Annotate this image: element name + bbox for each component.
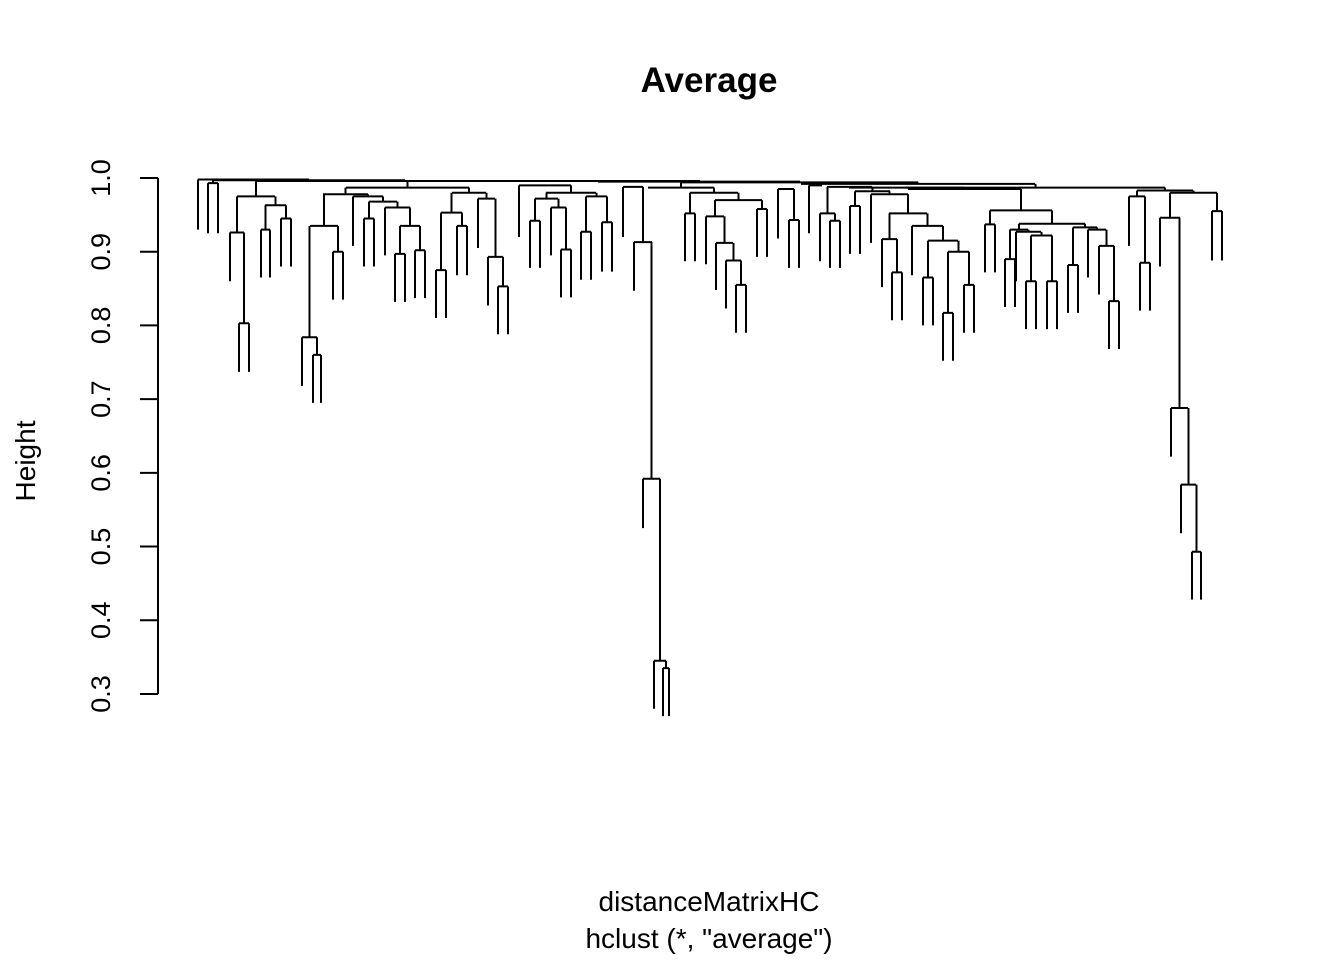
merge-branch xyxy=(1004,258,1016,307)
merge-branch xyxy=(756,207,768,257)
merge-branch xyxy=(849,205,861,254)
merge-branch xyxy=(984,223,996,273)
merge-branch xyxy=(1098,244,1114,295)
merge-branch xyxy=(352,195,383,246)
merge-branch xyxy=(808,184,822,234)
merge-branch xyxy=(1046,280,1058,330)
merge-branch xyxy=(1139,261,1151,311)
merge-branch xyxy=(1025,280,1037,330)
x-axis-label: distanceMatrixHC xyxy=(599,886,820,917)
merge-branch xyxy=(477,197,495,249)
y-tick-label: 0.5 xyxy=(86,528,116,566)
merge-branch xyxy=(1159,216,1180,267)
y-tick-label: 0.3 xyxy=(86,675,116,713)
merge-branch xyxy=(363,217,375,267)
merge-branch xyxy=(735,283,747,333)
merge-branch xyxy=(229,231,244,282)
y-tick-label: 0.7 xyxy=(86,380,116,418)
merge-branch xyxy=(1067,263,1079,313)
merge-branch xyxy=(238,322,250,372)
merge-branch xyxy=(394,252,406,302)
merge-branch xyxy=(622,185,643,237)
merge-branch xyxy=(260,228,271,278)
merge-branch xyxy=(1191,550,1202,600)
merge-branch xyxy=(891,271,903,321)
merge-branch xyxy=(312,353,322,403)
merge-branch xyxy=(487,255,503,306)
merge-branch xyxy=(560,248,572,298)
merge-branch xyxy=(633,241,652,291)
y-tick-label: 1.0 xyxy=(86,159,116,197)
y-tick-label: 0.9 xyxy=(86,233,116,271)
merge-branch xyxy=(1108,300,1120,350)
merge-branch xyxy=(435,269,447,319)
merge-branch xyxy=(963,283,975,333)
chart-title: Average xyxy=(641,61,778,100)
chart-subtitle: hclust (*, "average") xyxy=(585,923,832,954)
y-tick-label: 0.4 xyxy=(86,601,116,639)
merge-branch xyxy=(518,184,571,237)
merge-branch xyxy=(922,276,934,326)
merge-branch xyxy=(384,206,410,256)
y-tick-label: 0.8 xyxy=(86,307,116,345)
merge-branch xyxy=(332,250,344,300)
merge-branch xyxy=(1170,406,1188,457)
merge-branch xyxy=(684,212,696,262)
merge-branch xyxy=(942,311,954,361)
merge-branch xyxy=(881,238,897,288)
merge-branch xyxy=(829,219,841,268)
merge-branch xyxy=(788,219,800,268)
merge-branch xyxy=(1128,195,1145,246)
merge-branch xyxy=(456,224,468,276)
y-tick-label: 0.6 xyxy=(86,454,116,492)
dendrogram-tree xyxy=(197,178,1223,717)
merge-branch xyxy=(642,477,660,529)
merge-branch xyxy=(550,206,566,256)
merge-branch xyxy=(529,219,541,268)
merge-branch xyxy=(301,336,317,386)
merge-branch xyxy=(197,178,309,230)
merge-branch xyxy=(207,182,219,234)
merge-branch xyxy=(280,217,292,267)
merge-branch xyxy=(1087,228,1106,278)
merge-branch xyxy=(580,230,592,280)
merge-branch xyxy=(662,667,670,717)
merge-branch xyxy=(1211,210,1223,261)
merge-branch xyxy=(1015,230,1041,282)
y-axis: 0.3 0.4 0.5 0.6 0.7 0.8 0.9 1.0 xyxy=(86,159,159,713)
merge-branch xyxy=(715,241,733,291)
merge-branch xyxy=(777,188,794,239)
merge-branch xyxy=(819,212,835,262)
y-axis-label: Height xyxy=(10,420,41,501)
merge-branch xyxy=(497,285,509,335)
merge-branch xyxy=(601,221,613,272)
merge-branch xyxy=(1180,483,1196,534)
merge-branch xyxy=(414,249,426,299)
